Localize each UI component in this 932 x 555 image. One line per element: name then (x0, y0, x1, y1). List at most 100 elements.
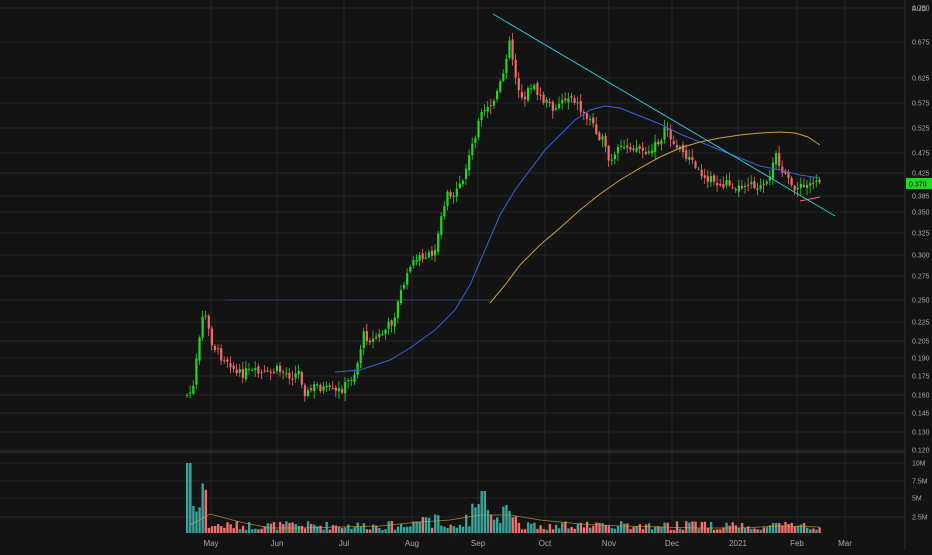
candle-body (468, 155, 471, 171)
volume-bar (350, 528, 353, 533)
candle-body (806, 184, 809, 188)
volume-bar (393, 529, 397, 533)
candle-body (663, 127, 666, 140)
candle-body (328, 385, 331, 388)
candle-body (257, 366, 260, 374)
candle-body (260, 372, 263, 374)
volume-bar (815, 529, 818, 533)
volume-bar (620, 521, 623, 533)
candle-body (210, 328, 213, 346)
candle-body (747, 184, 750, 186)
volume-bar (294, 524, 297, 533)
candle-body (480, 111, 483, 120)
volume-bar (697, 528, 700, 533)
current-price-label: 0.370 (909, 182, 927, 189)
volume-bar (235, 521, 238, 533)
volume-bar (458, 524, 462, 533)
candle-body (378, 333, 381, 338)
volume-bar (306, 521, 310, 533)
volume-bar (260, 528, 263, 533)
candle-body (331, 388, 334, 390)
candle-body (272, 371, 275, 373)
price-tick-label: 0.190 (912, 356, 930, 363)
volume-bar (217, 524, 220, 533)
candle-body (474, 137, 477, 143)
volume-bar (632, 527, 635, 533)
candle-body (623, 147, 626, 149)
candle-body (523, 96, 527, 100)
candle-body (601, 136, 604, 140)
x-tick-label: Aug (405, 539, 419, 548)
price-tick-label: 0.130 (912, 430, 930, 437)
candle-body (533, 85, 536, 90)
price-tick-label: 0.625 (912, 76, 930, 83)
ma-short-line (334, 105, 821, 373)
candle-body (787, 172, 790, 179)
candle-body (409, 266, 412, 272)
candle-body (812, 182, 815, 184)
current-price-tag[interactable] (906, 178, 932, 189)
volume-bar (310, 524, 313, 533)
candle-body (706, 176, 709, 182)
volume-bar (297, 526, 300, 533)
volume-bar (316, 526, 319, 533)
volume-bar (706, 528, 710, 533)
ma-long-line (489, 131, 821, 304)
candle-body (192, 385, 195, 394)
volume-bar (505, 504, 508, 533)
volume-bar (418, 521, 421, 533)
volume-bar (483, 491, 486, 533)
volume-bar (322, 529, 325, 533)
candle-body (399, 290, 403, 304)
candle-body (186, 394, 189, 396)
volume-bar (353, 526, 356, 533)
volume-bar (579, 522, 583, 533)
volume-bar (567, 528, 570, 533)
volume-bar (266, 523, 269, 533)
candle-body (567, 98, 570, 103)
volume-bar (303, 528, 307, 533)
candle-body (762, 183, 765, 186)
volume-bar (638, 524, 641, 533)
candle-body (598, 132, 601, 140)
candle-body (368, 340, 372, 343)
volume-bar (762, 527, 765, 533)
candle-body (449, 192, 452, 197)
candle-body (344, 382, 347, 394)
candle-body (756, 188, 759, 191)
volume-bar (598, 522, 601, 533)
candle-body (235, 369, 238, 374)
candle-body (626, 145, 629, 148)
candle-body (189, 392, 192, 394)
price-tick-label: 0.475 (912, 151, 930, 158)
candle-body (461, 180, 465, 185)
candle-body (672, 141, 675, 144)
candle-body (725, 180, 728, 186)
candle-body (421, 253, 424, 259)
candle-body (703, 175, 706, 178)
candle-body (427, 252, 430, 258)
candle-body (595, 124, 598, 134)
candle-body (765, 181, 768, 184)
volume-bar (641, 529, 645, 533)
candle-body (359, 349, 362, 364)
volume-bar (486, 509, 490, 533)
volume-bar (313, 524, 316, 533)
volume-bar (533, 522, 536, 533)
candle-body (415, 259, 418, 262)
candle-body (660, 140, 663, 145)
volume-bar (517, 522, 521, 533)
candle-body (669, 128, 672, 140)
volume-bar (573, 528, 576, 533)
volume-bar (734, 525, 738, 533)
volume-bar (747, 526, 750, 533)
candle-body (362, 331, 365, 348)
x-tick-label: Jul (339, 539, 349, 548)
volume-bar (232, 528, 235, 533)
candle-body (325, 385, 328, 388)
candle-body (551, 102, 554, 112)
candle-body (232, 365, 235, 369)
x-tick-label: Sep (471, 539, 486, 548)
